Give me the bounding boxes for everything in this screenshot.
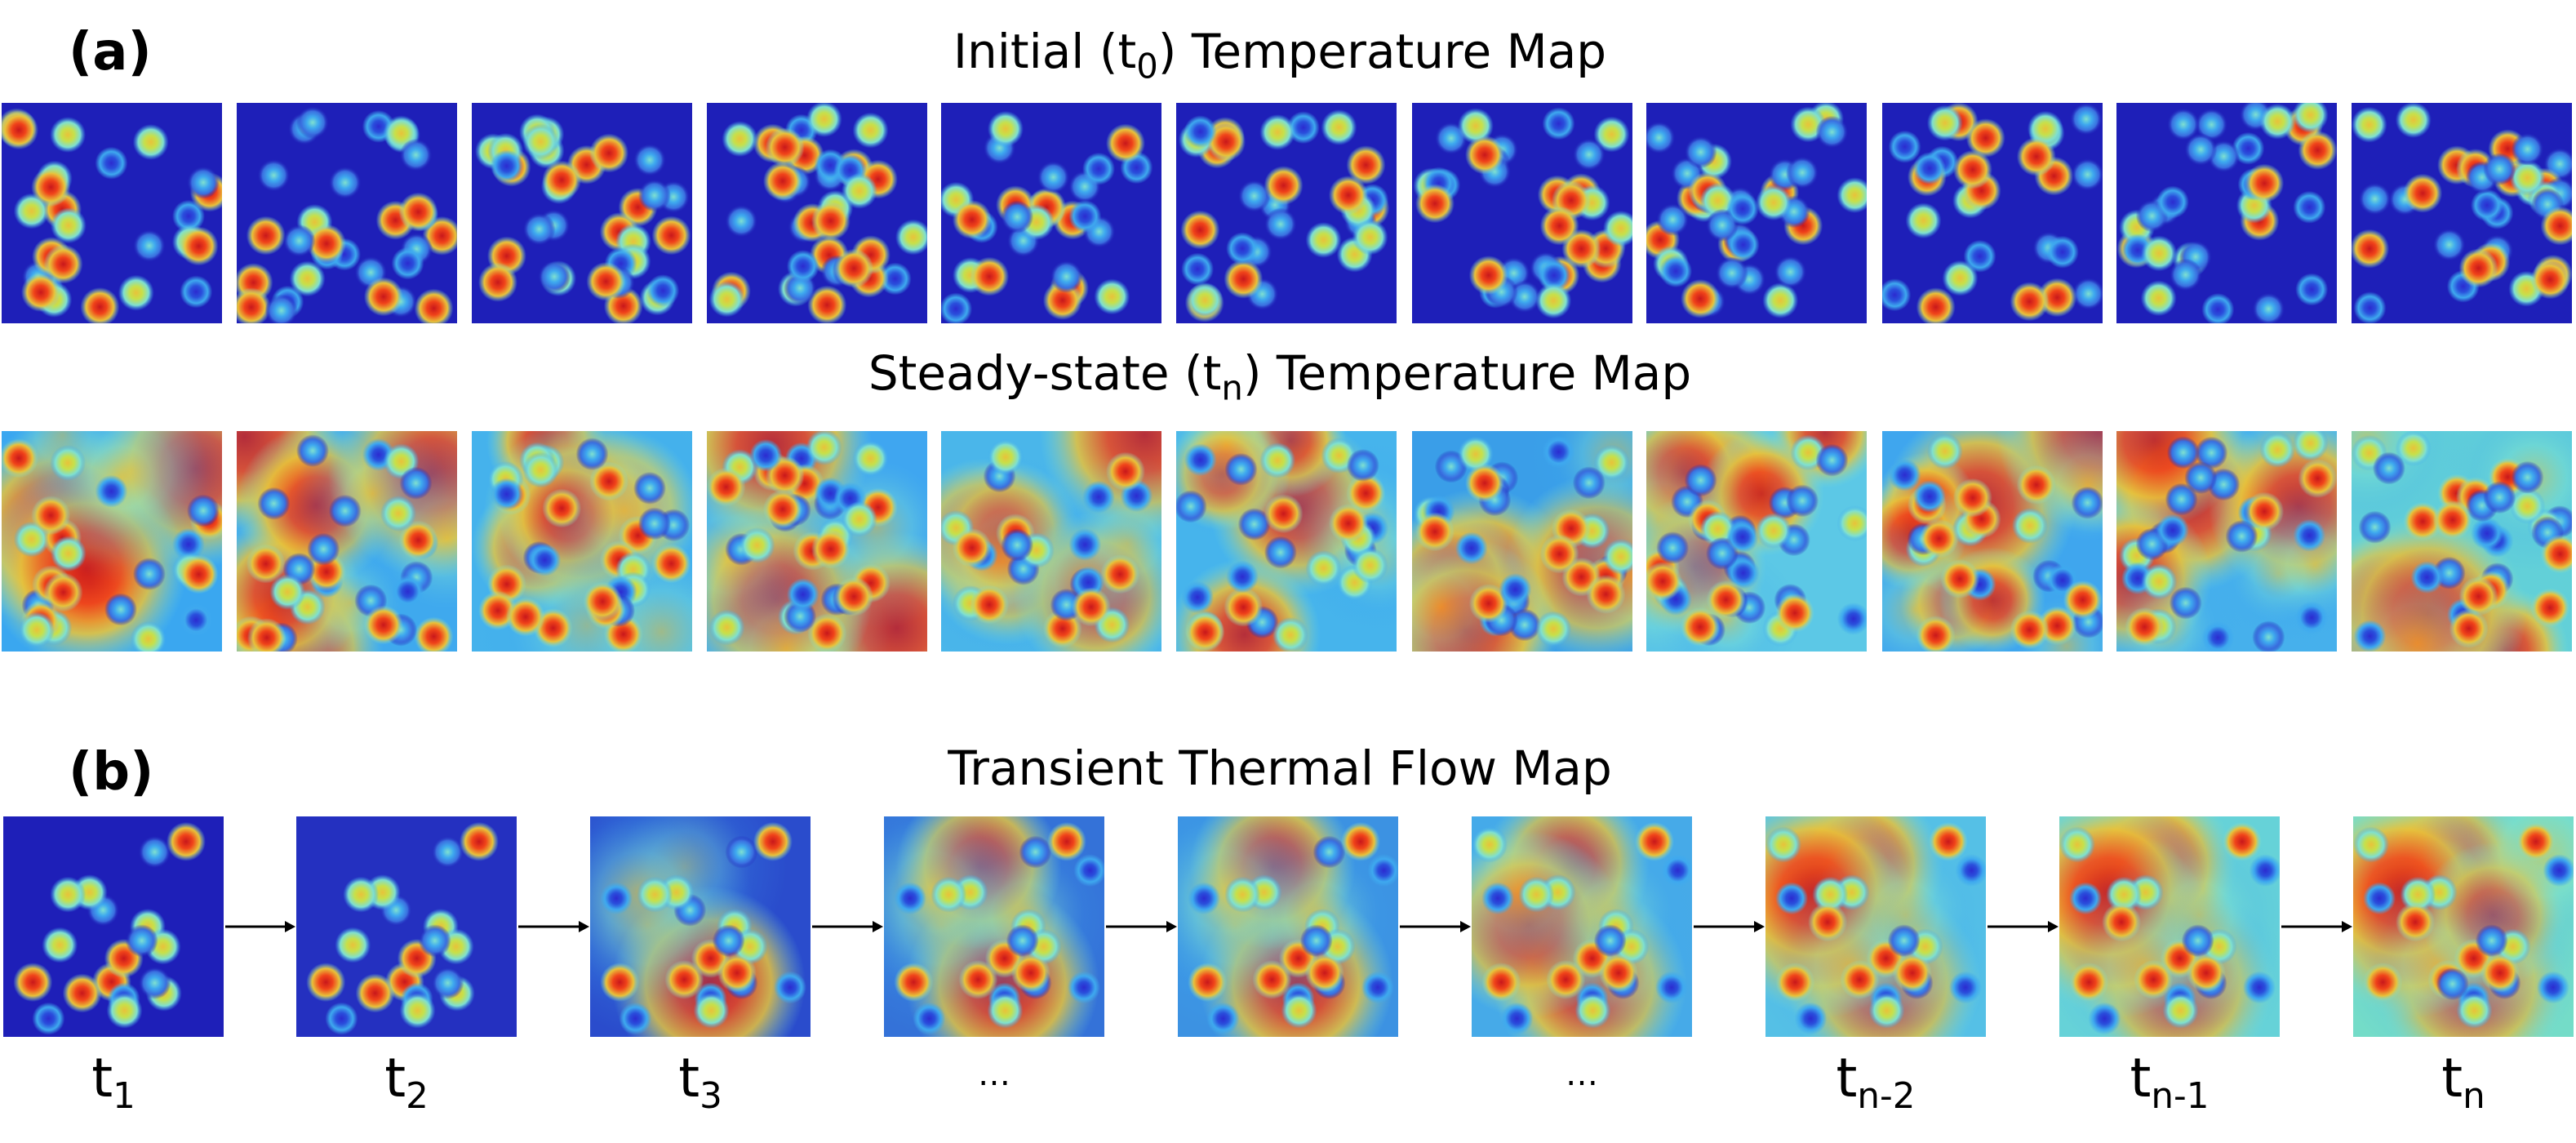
time-label-sub: 3	[700, 1075, 722, 1117]
steady-map-3	[472, 431, 692, 652]
steady-map-4	[707, 431, 927, 652]
time-label-main: t	[91, 1047, 113, 1110]
initial-map-4	[707, 103, 927, 323]
transient-frame-3	[590, 816, 811, 1037]
initial-map-8	[1646, 103, 1867, 323]
transient-frame-9	[2353, 816, 2574, 1037]
initial-map-10	[2116, 103, 2337, 323]
transition-arrow-7	[1988, 921, 2059, 932]
initial-title-pre: Initial (t	[953, 24, 1137, 79]
steady-map-9	[1882, 431, 2103, 652]
steady-map-6	[1176, 431, 1397, 652]
time-label-main: t	[2130, 1047, 2152, 1110]
time-label-3: t3	[678, 1052, 722, 1114]
initial-map-7	[1412, 103, 1632, 323]
transition-arrow-8	[2281, 921, 2352, 932]
initial-map-1	[2, 103, 222, 323]
time-label-6: …	[1566, 1058, 1598, 1091]
steady-title-sub: n	[1221, 367, 1243, 408]
initial-map-6	[1176, 103, 1397, 323]
transient-map-title: Transient Thermal Flow Map	[948, 741, 1612, 796]
time-label-sub: n	[2463, 1075, 2485, 1117]
initial-map-2	[237, 103, 457, 323]
steady-map-10	[2116, 431, 2337, 652]
time-label-main: t	[1836, 1047, 1858, 1110]
time-label-sub: 1	[113, 1075, 135, 1117]
steady-map-1	[2, 431, 222, 652]
time-label-main: …	[1566, 1056, 1598, 1093]
time-label-9: tn	[2441, 1052, 2485, 1114]
time-label-sub: 2	[406, 1075, 429, 1117]
transition-arrow-5	[1400, 921, 1471, 932]
transition-arrow-3	[812, 921, 883, 932]
steady-map-8	[1646, 431, 1867, 652]
transient-frame-7	[1765, 816, 1986, 1037]
time-label-sub: n-2	[1857, 1075, 1916, 1117]
transient-frame-4	[884, 816, 1104, 1037]
steady-map-7	[1412, 431, 1632, 652]
transient-frame-2	[296, 816, 517, 1037]
panel-b-label: (b)	[69, 742, 154, 803]
initial-map-title: Initial (t0) Temperature Map	[953, 28, 1606, 83]
initial-map-5	[941, 103, 1161, 323]
steady-map-11	[2352, 431, 2572, 652]
transient-frame-5	[1178, 816, 1398, 1037]
initial-title-sub: 0	[1136, 46, 1158, 87]
transient-frame-8	[2059, 816, 2280, 1037]
steady-map-title: Steady-state (tn) Temperature Map	[868, 349, 1691, 405]
transient-frame-1	[3, 816, 224, 1037]
transient-frame-6	[1472, 816, 1692, 1037]
transition-arrow-4	[1106, 921, 1177, 932]
time-label-4: …	[978, 1058, 1010, 1091]
steady-map-5	[941, 431, 1161, 652]
steady-map-2	[237, 431, 457, 652]
steady-title-pre: Steady-state (t	[868, 345, 1222, 401]
time-label-1: t1	[91, 1052, 135, 1114]
transition-arrow-6	[1694, 921, 1765, 932]
transition-arrow-2	[518, 921, 589, 932]
time-label-main: t	[384, 1047, 406, 1110]
initial-map-11	[2352, 103, 2572, 323]
initial-map-9	[1882, 103, 2103, 323]
time-label-8: tn-1	[2130, 1052, 2210, 1114]
transition-arrow-1	[225, 921, 295, 932]
time-label-2: t2	[384, 1052, 429, 1114]
panel-a-label: (a)	[69, 22, 152, 82]
time-label-7: tn-2	[1837, 1052, 1916, 1114]
initial-title-post: ) Temperature Map	[1157, 24, 1607, 79]
time-label-sub: n-1	[2151, 1075, 2210, 1117]
steady-title-post: ) Temperature Map	[1242, 345, 1692, 401]
time-label-main: t	[2441, 1047, 2463, 1110]
time-label-main: t	[678, 1047, 700, 1110]
time-label-main: …	[978, 1056, 1010, 1093]
initial-map-3	[472, 103, 692, 323]
